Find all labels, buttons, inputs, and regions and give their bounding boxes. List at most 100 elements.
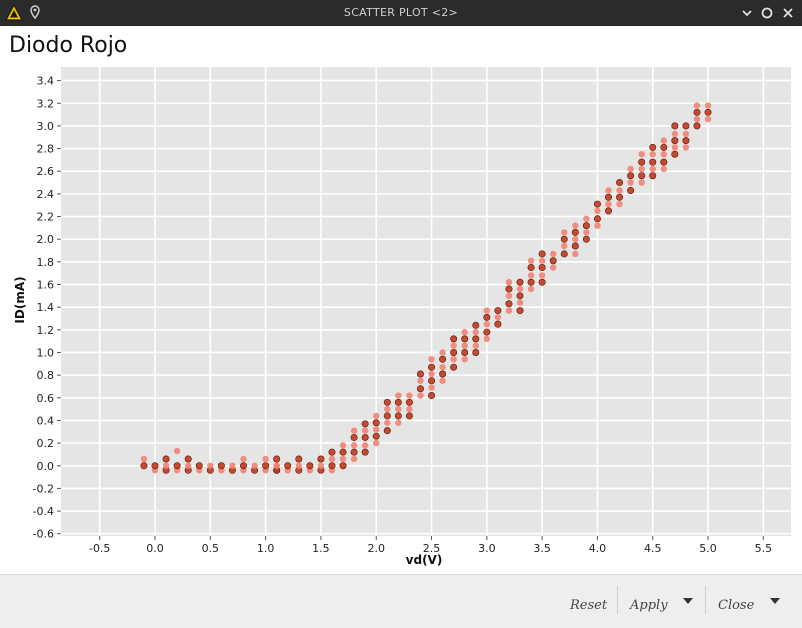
scatter-point — [240, 462, 248, 470]
y-tick-label: 1.6 — [37, 279, 55, 292]
scatter-point — [317, 455, 325, 463]
scatter-point — [439, 370, 447, 378]
scatter-point — [516, 278, 524, 286]
title-bar: SCATTER PLOT <2> — [0, 0, 802, 26]
scatter-point — [428, 392, 436, 400]
scatter-point — [405, 398, 413, 406]
x-tick-label: 3.5 — [533, 542, 551, 555]
scatter-point — [461, 328, 468, 336]
y-tick-label: -0.2 — [33, 482, 54, 495]
scatter-point — [383, 412, 391, 420]
y-tick-label: 1.4 — [37, 301, 55, 314]
x-tick-label: 5.5 — [755, 542, 773, 555]
scatter-point — [450, 356, 457, 363]
scatter-point — [638, 158, 646, 166]
scatter-point — [505, 292, 513, 300]
scatter-point — [162, 455, 170, 463]
scatter-point — [217, 462, 225, 470]
scatter-point — [549, 250, 557, 258]
scatter-point — [350, 442, 358, 449]
scatter-point — [693, 122, 701, 130]
scatter-point — [251, 462, 258, 469]
close-button[interactable]: Close — [718, 598, 755, 613]
scatter-point — [649, 165, 656, 173]
chart-title: Diodo Rojo — [9, 33, 128, 58]
scatter-point — [627, 179, 634, 186]
scatter-point — [361, 433, 369, 441]
scatter-point — [361, 427, 369, 434]
scatter-point — [229, 462, 236, 469]
scatter-point — [450, 363, 458, 371]
scatter-point — [295, 455, 303, 463]
scatter-point — [704, 108, 712, 116]
scatter-point — [538, 257, 546, 264]
scatter-point — [162, 462, 170, 469]
scatter-point — [516, 307, 524, 315]
scatter-point — [472, 335, 480, 343]
x-tick-label: 1.0 — [257, 542, 275, 555]
scatter-point — [660, 151, 668, 158]
scatter-point — [483, 335, 491, 343]
scatter-point — [516, 292, 524, 300]
scatter-point — [140, 462, 148, 470]
apply-dropdown-icon[interactable] — [683, 598, 693, 604]
scatter-point — [416, 385, 424, 393]
scatter-point — [394, 398, 402, 406]
scatter-point — [571, 242, 579, 250]
footer-bar — [0, 574, 802, 628]
maximize-icon[interactable] — [759, 5, 775, 21]
scatter-point — [240, 455, 247, 463]
scatter-point — [505, 300, 513, 308]
scatter-point — [605, 187, 612, 194]
scatter-point — [682, 144, 690, 151]
scatter-point — [361, 448, 369, 456]
scatter-point — [682, 122, 690, 130]
scatter-point — [428, 363, 436, 371]
scatter-point — [472, 328, 479, 336]
scatter-point — [627, 172, 635, 180]
scatter-point — [682, 137, 690, 145]
x-tick-label: 2.5 — [423, 542, 441, 555]
scatter-point — [151, 462, 159, 470]
scatter-point — [582, 222, 590, 230]
scatter-point — [704, 102, 712, 109]
scatter-point — [306, 462, 314, 470]
scatter-point — [383, 398, 391, 406]
scatter-point — [660, 143, 668, 151]
scatter-point — [173, 462, 181, 470]
scatter-point — [395, 392, 402, 399]
y-tick-label: 0.2 — [37, 437, 55, 450]
scatter-point — [373, 426, 380, 433]
scatter-point — [660, 137, 668, 144]
apply-button[interactable]: Apply — [630, 598, 668, 613]
y-tick-label: 2.4 — [37, 188, 55, 201]
close-window-icon[interactable] — [780, 5, 796, 21]
scatter-point — [284, 462, 292, 470]
scatter-point — [671, 122, 679, 130]
scatter-point — [439, 349, 446, 356]
scatter-point — [461, 335, 469, 343]
y-tick-label: 0.0 — [37, 460, 55, 473]
chevron-down-icon[interactable] — [739, 5, 755, 21]
x-tick-label: 3.0 — [478, 542, 496, 555]
scatter-point — [616, 200, 623, 208]
scatter-point — [582, 235, 590, 243]
scatter-point — [527, 264, 535, 272]
scatter-point — [328, 448, 336, 456]
scatter-point — [560, 250, 568, 258]
scatter-point — [439, 364, 446, 371]
pin-icon[interactable] — [28, 4, 42, 22]
scatter-point — [594, 207, 601, 215]
scatter-point — [572, 222, 579, 229]
scatter-point — [671, 130, 679, 138]
close-dropdown-icon[interactable] — [770, 598, 780, 604]
scatter-point — [671, 144, 679, 151]
scatter-point — [538, 250, 546, 258]
scatter-point — [693, 115, 701, 123]
scatter-point — [295, 462, 303, 469]
scatter-point — [350, 455, 358, 463]
app-logo-icon — [5, 4, 23, 21]
scatter-point — [527, 257, 535, 264]
reset-button[interactable]: Reset — [570, 598, 608, 613]
scatter-point — [527, 285, 535, 293]
